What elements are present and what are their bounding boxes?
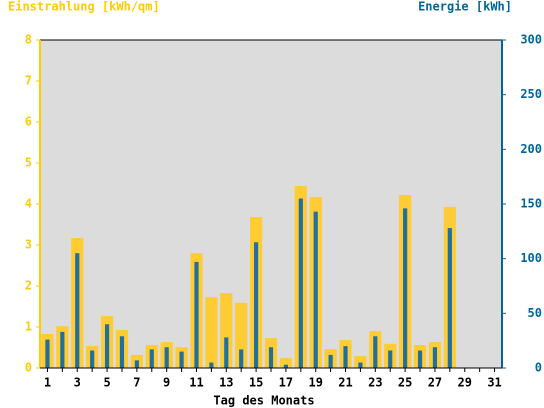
energy-bar	[417, 350, 423, 368]
energy-bar	[149, 349, 154, 368]
energy-bar	[164, 347, 169, 368]
energy-bar	[254, 242, 259, 368]
energy-bar	[358, 362, 363, 368]
energy-bar	[328, 354, 333, 368]
y2-tick-label: 150	[520, 197, 542, 211]
energy-bar	[432, 347, 438, 368]
x-tick-label: 15	[249, 376, 263, 390]
energy-bar	[75, 253, 80, 368]
y-tick-label: 7	[25, 74, 32, 88]
x-axis-title: Tag des Monats	[213, 394, 314, 408]
x-tick-label: 17	[279, 376, 293, 390]
x-tick-label: 13	[219, 376, 233, 390]
irradiation-bar	[220, 292, 233, 368]
energy-bar	[343, 346, 348, 368]
irradiation-bar	[279, 358, 293, 368]
y2-tick-label: 300	[520, 33, 542, 47]
irradiation-bar	[354, 356, 367, 368]
energy-bar	[224, 337, 229, 368]
y-tick-label: 4	[25, 197, 32, 211]
energy-bar	[298, 198, 303, 368]
x-tick-label: 25	[398, 376, 412, 390]
y2-tick-label: 0	[535, 361, 542, 375]
y-tick-label: 3	[25, 238, 32, 252]
energy-bar	[104, 324, 110, 368]
energy-bar	[447, 228, 452, 368]
y-tick-label: 2	[25, 279, 32, 293]
energy-bar	[283, 364, 288, 368]
x-tick-label: 9	[163, 376, 170, 390]
energy-bar	[388, 350, 393, 368]
energy-bar	[134, 360, 139, 368]
energy-bar	[179, 351, 184, 368]
y-tick-label: 0	[25, 361, 32, 375]
energy-bar	[90, 350, 95, 368]
y-tick-label: 8	[25, 33, 32, 47]
x-tick-label: 31	[487, 376, 501, 390]
y2-tick-label: 200	[520, 142, 542, 156]
energy-bar	[45, 339, 50, 368]
energy-bar	[209, 362, 214, 368]
left-axis-title: Einstrahlung [kWh/qm]	[8, 0, 160, 14]
energy-bar	[119, 336, 125, 368]
x-tick-label: 19	[308, 376, 322, 390]
energy-bar	[403, 208, 408, 368]
x-tick-label: 11	[189, 376, 203, 390]
energy-bar	[373, 336, 378, 368]
y2-tick-label: 50	[528, 306, 542, 320]
energy-bar	[239, 349, 244, 368]
y-tick-label: 6	[25, 115, 32, 129]
right-axis-title: Energie [kWh]	[418, 0, 512, 14]
x-tick-label: 3	[74, 376, 81, 390]
y-tick-label: 5	[25, 156, 32, 170]
x-tick-label: 5	[103, 376, 110, 390]
plot-area	[39, 39, 503, 369]
y2-tick-label: 250	[520, 87, 542, 101]
x-tick-label: 23	[368, 376, 382, 390]
x-tick-label: 27	[428, 376, 442, 390]
y2-tick-label: 100	[520, 251, 542, 265]
energy-bar	[268, 347, 274, 368]
energy-bar	[60, 331, 65, 368]
x-tick-label: 1	[44, 376, 51, 390]
x-tick-label: 21	[338, 376, 352, 390]
x-tick-label: 29	[458, 376, 472, 390]
irradiation-bar	[205, 297, 218, 368]
irradiation-bar	[235, 302, 248, 368]
energy-bar	[194, 261, 199, 368]
x-tick-label: 7	[133, 376, 140, 390]
energy-bar	[313, 211, 318, 368]
y-tick-label: 1	[25, 320, 32, 334]
